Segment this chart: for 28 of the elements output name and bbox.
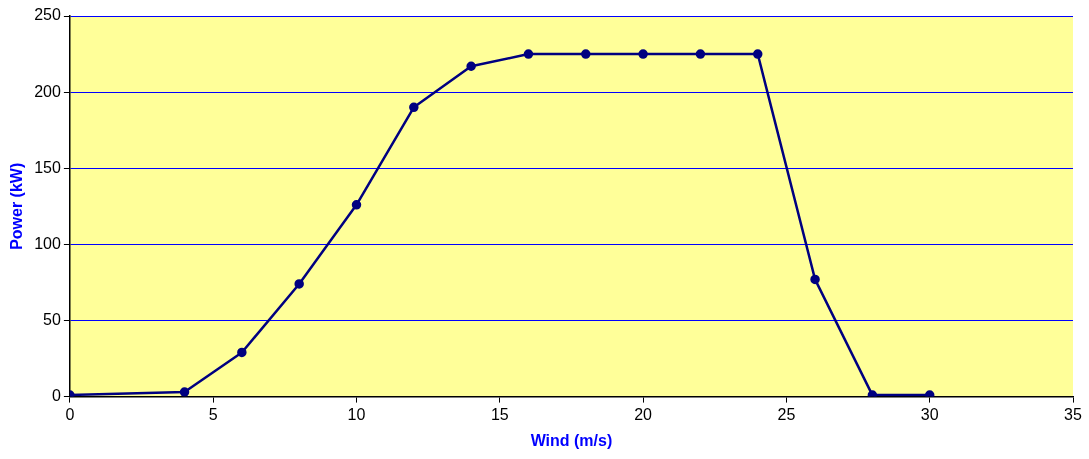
y-tick-label: 100 — [34, 234, 61, 252]
point — [179, 387, 190, 397]
point — [523, 49, 534, 59]
point — [409, 102, 419, 113]
y-tick-label: 50 — [43, 310, 61, 328]
x-tick-label: 15 — [490, 405, 509, 423]
point — [581, 49, 591, 59]
x-tick-label: 20 — [634, 405, 653, 423]
point — [638, 49, 648, 59]
x-tick-label: 30 — [920, 405, 939, 423]
y-axis-title: Power (kW) — [8, 162, 26, 250]
point — [351, 200, 362, 210]
x-tick-label: 10 — [347, 405, 366, 423]
y-tick-label: 200 — [34, 82, 61, 100]
point — [466, 61, 476, 71]
point — [752, 49, 763, 59]
x-axis-title: Wind (m/s) — [530, 431, 613, 449]
x-tick-label: 25 — [777, 405, 796, 423]
x-tick-label: 0 — [65, 405, 75, 423]
point — [810, 274, 820, 285]
x-tick-label: 35 — [1064, 405, 1082, 423]
point — [237, 347, 247, 358]
point — [695, 49, 706, 59]
y-tick-label: 250 — [34, 6, 61, 24]
y-tick-label: 0 — [51, 387, 61, 405]
y-tick-label: 150 — [34, 158, 61, 176]
point — [294, 279, 304, 289]
x-tick-label: 5 — [208, 405, 218, 423]
